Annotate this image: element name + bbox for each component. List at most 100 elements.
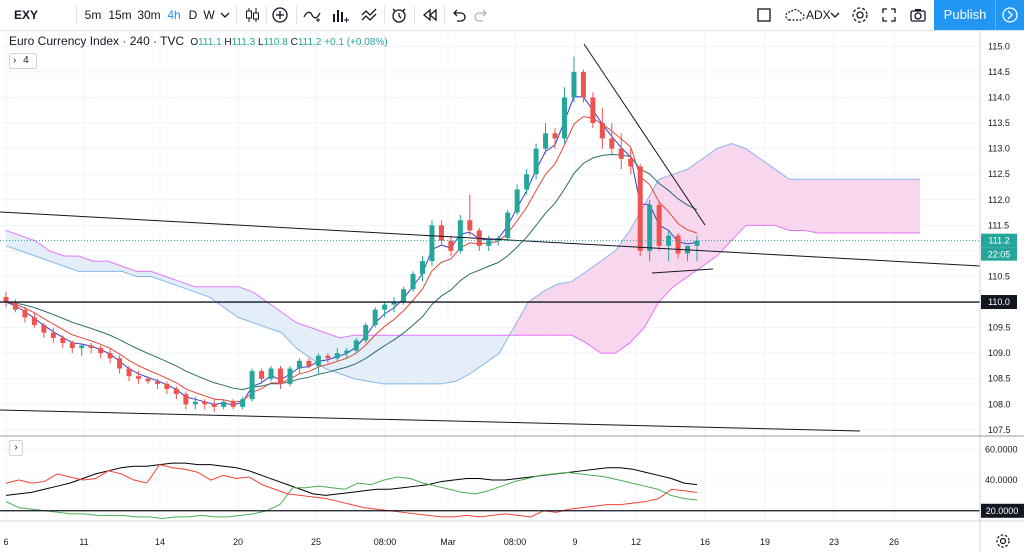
cloud-segment [586, 261, 601, 354]
publish-arrow-button[interactable] [995, 0, 1024, 30]
bullish-candle [505, 212, 511, 239]
gear-icon[interactable] [850, 5, 870, 25]
symbol-search-button[interactable]: EXY [13, 8, 38, 22]
cloud-segment [455, 335, 471, 382]
time-axis-label: 6 [3, 537, 8, 547]
settings-gear-icon[interactable] [994, 532, 1012, 550]
price-axis-label: 114.5 [988, 67, 1010, 77]
bearish-candle [211, 404, 217, 407]
cloud-segment [774, 169, 790, 231]
high-label: H [224, 37, 232, 48]
bullish-candle [457, 220, 463, 251]
indicator-name-label[interactable]: ADX [806, 8, 831, 22]
interval-5m[interactable]: 5m [84, 8, 102, 22]
cloud-segment [310, 327, 326, 369]
cloud-segment [542, 284, 558, 336]
indicators-toggle-button[interactable]: › 4 [9, 53, 37, 69]
cloud-segment [847, 179, 862, 233]
time-axis-label: Mar [440, 537, 456, 547]
bearish-candle [31, 317, 37, 326]
undo-icon[interactable] [448, 5, 468, 25]
bullish-candle [296, 360, 302, 369]
compare-symbols-icon[interactable] [360, 5, 380, 25]
bullish-candle [221, 401, 227, 407]
expand-icon[interactable] [879, 5, 899, 25]
toolbar-divider [384, 6, 385, 24]
bearish-candle [3, 296, 9, 303]
bearish-candle [637, 166, 643, 251]
bearish-candle [438, 225, 444, 241]
camera-icon[interactable] [908, 5, 928, 25]
price-axis-label: 112.0 [988, 195, 1010, 205]
bullish-candle [363, 325, 369, 341]
cloud-segment [194, 286, 210, 297]
add-compare-icon[interactable] [270, 5, 290, 25]
cloud-segment [484, 335, 500, 364]
price-axis-label: 111.5 [988, 220, 1009, 230]
cloud-segment [6, 230, 21, 251]
price-axis-label: 107.5 [988, 425, 1011, 435]
interval-w[interactable]: W [203, 8, 215, 22]
toolbar-divider [444, 6, 445, 24]
bearish-candle [202, 401, 208, 405]
cloud-segment [281, 312, 297, 349]
alert-icon[interactable] [389, 5, 409, 25]
cloud-segment [368, 335, 384, 384]
cloud-segment [470, 335, 485, 374]
price-axis-label: 108.0 [988, 399, 1011, 409]
adx-axis-label: 60.0000 [985, 444, 1018, 454]
bullish-candle [524, 174, 530, 190]
cloud-save-icon[interactable] [784, 5, 806, 25]
bullish-candle [514, 189, 520, 213]
bearish-candle [173, 388, 179, 395]
price-axis-label: 114.0 [988, 92, 1010, 102]
fullscreen-square-icon[interactable] [754, 5, 774, 25]
price-axis-label: 109.5 [988, 323, 1011, 333]
chevron-right-icon: › [14, 442, 18, 453]
publish-button[interactable]: Publish [934, 0, 1024, 30]
interval-30m[interactable]: 30m [137, 8, 161, 22]
bullish-candle [694, 240, 700, 246]
replay-icon[interactable] [420, 5, 440, 25]
di-plus-line [5, 471, 698, 519]
time-axis-label: 08:00 [374, 537, 397, 547]
adx-threshold-text: 20.0000 [986, 506, 1019, 516]
toolbar-divider [296, 6, 297, 24]
price-axis-label: 113.0 [988, 144, 1010, 154]
bearish-candle [448, 240, 454, 251]
bearish-candle [183, 394, 189, 405]
bullish-candle [334, 353, 340, 359]
bearish-candle [50, 332, 56, 338]
bullish-candle [419, 261, 425, 274]
adx-pane-toggle-button[interactable]: › [9, 440, 23, 456]
cloud-segment [296, 322, 311, 359]
bullish-candle [240, 399, 246, 407]
toolbar-divider [76, 6, 77, 24]
candlestick-chart-type-icon[interactable] [242, 5, 262, 25]
financials-icon[interactable] [330, 5, 350, 25]
cloud-segment [818, 179, 833, 233]
price-axis-label: 112.5 [988, 169, 1010, 179]
cloud-segment [151, 271, 166, 282]
senkou-span-a [5, 224, 920, 354]
price-axis-label: 109.0 [988, 348, 1011, 358]
chevron-down-icon[interactable] [219, 5, 231, 25]
di-minus-line [5, 464, 698, 518]
bearish-candle [552, 133, 558, 139]
interval-15m[interactable]: 15m [108, 8, 132, 22]
interval-4h[interactable]: 4h [167, 8, 181, 22]
cloud-segment [35, 240, 50, 262]
bearish-candle [656, 204, 662, 246]
chevron-down-icon[interactable] [829, 5, 841, 25]
interval-d[interactable]: D [188, 8, 198, 22]
bullish-candle [315, 355, 321, 366]
indicators-icon[interactable] [302, 5, 322, 25]
cloud-segment [238, 286, 253, 323]
cloud-segment [905, 179, 920, 233]
bullish-candle [382, 304, 388, 310]
toolbar-divider [414, 6, 415, 24]
chart-legend: Euro Currency Index · 240 · TVC O111.1 H… [9, 34, 388, 48]
bearish-candle [599, 123, 605, 139]
close-label: C [290, 37, 298, 48]
